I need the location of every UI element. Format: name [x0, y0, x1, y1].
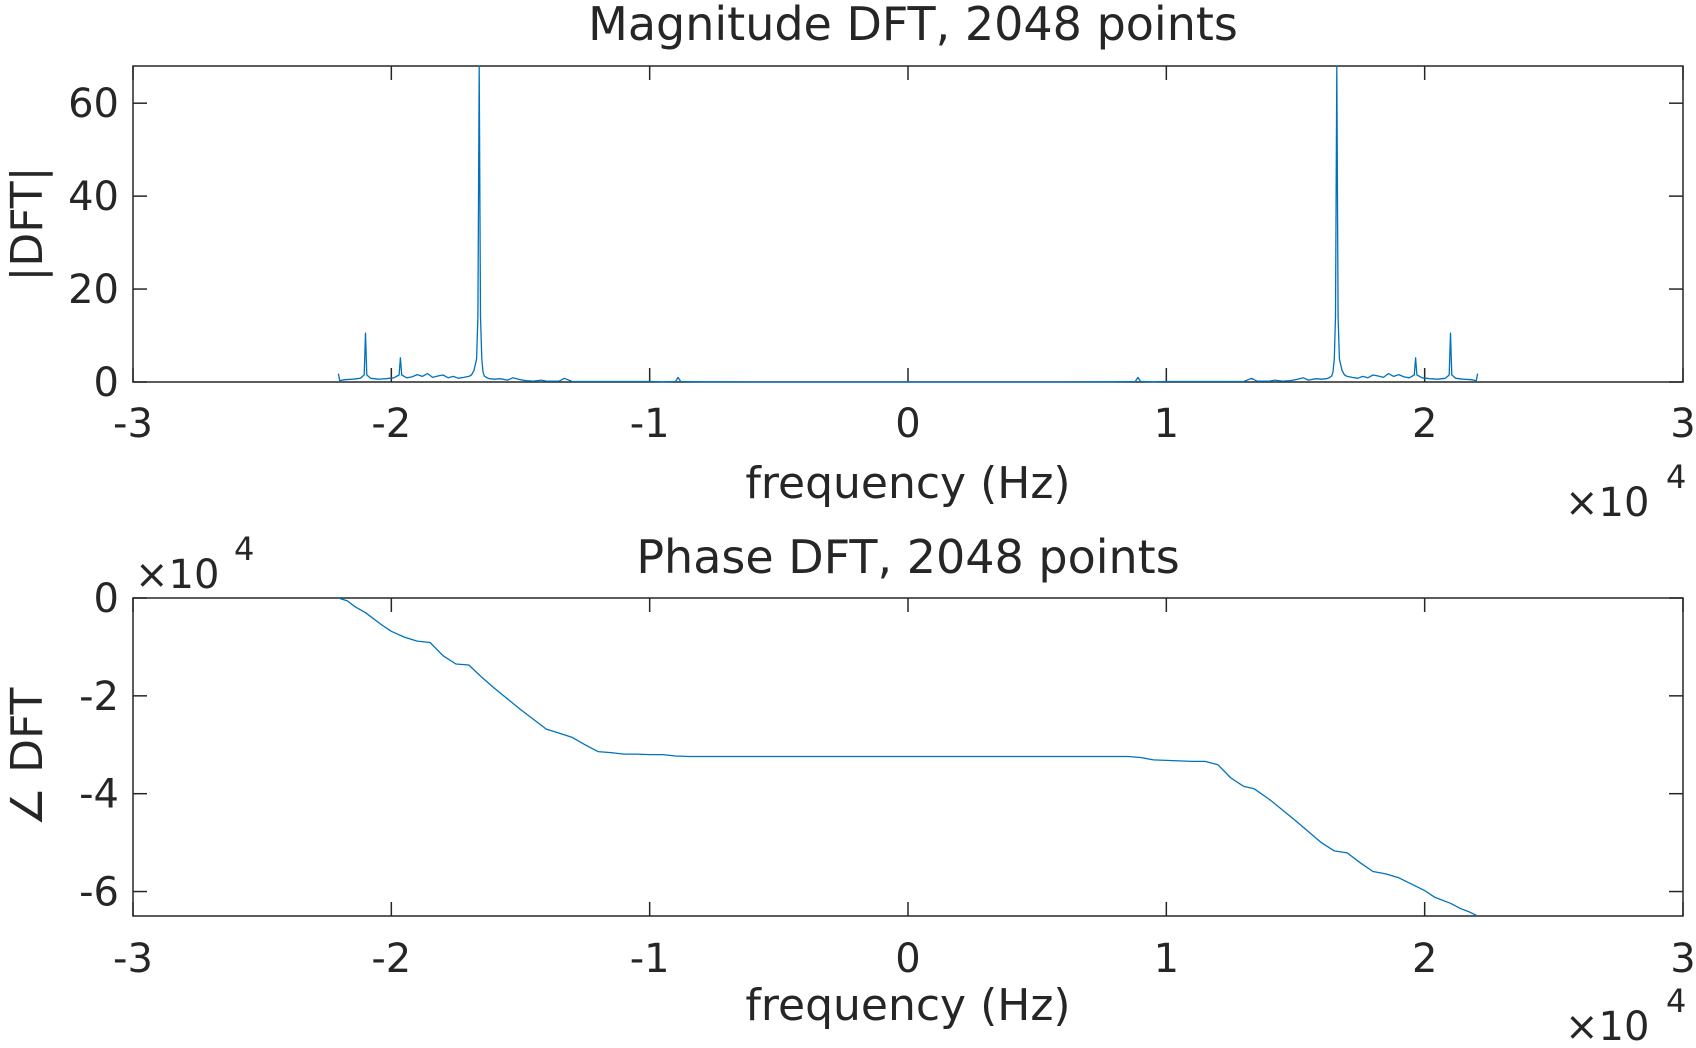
magnitude-x-exponent-base: ×10 — [1565, 480, 1649, 526]
phase-y-ticks: 0 -2 -4 -6 — [79, 576, 1683, 916]
magnitude-x-exponent: ×10 4 — [1565, 458, 1686, 526]
phase-y-tick-label: 0 — [94, 576, 119, 622]
phase-x-exponent-power: 4 — [1666, 982, 1686, 1020]
phase-y-tick-label: -6 — [79, 870, 119, 916]
phase-y-exponent-power: 4 — [234, 530, 254, 568]
magnitude-x-tick-label: 3 — [1670, 401, 1695, 447]
phase-y-axis-label: ∠ DFT — [2, 688, 53, 827]
phase-x-tick-label: -1 — [630, 936, 670, 982]
magnitude-series-line — [337, 65, 1479, 383]
phase-x-tick-label: 1 — [1154, 936, 1179, 982]
magnitude-y-tick-label: 20 — [68, 267, 119, 313]
phase-x-axis-label: frequency (Hz) — [745, 980, 1070, 1031]
magnitude-x-tick-label: -3 — [113, 401, 153, 447]
phase-y-tick-label: -4 — [79, 772, 119, 818]
magnitude-y-tick-label: 0 — [94, 360, 119, 406]
magnitude-x-tick-label: 0 — [895, 401, 920, 447]
phase-y-tick-label: -2 — [79, 674, 119, 720]
phase-y-exponent: ×10 4 — [135, 530, 254, 598]
magnitude-x-axis-label: frequency (Hz) — [745, 458, 1070, 509]
magnitude-title: Magnitude DFT, 2048 points — [588, 0, 1238, 51]
magnitude-x-exponent-power: 4 — [1666, 458, 1686, 496]
phase-x-tick-label: 3 — [1670, 936, 1695, 982]
phase-x-exponent-base: ×10 — [1565, 1004, 1649, 1048]
phase-subplot: Phase DFT, 2048 points ×10 4 -3 -2 -1 0 1 2 3 … — [2, 530, 1696, 1048]
magnitude-y-axis-label: |DFT| — [2, 167, 53, 282]
phase-y-exponent-base: ×10 — [135, 552, 219, 598]
magnitude-y-tick-label: 60 — [68, 81, 119, 127]
phase-x-tick-label: 0 — [895, 936, 920, 982]
magnitude-x-tick-label: -2 — [371, 401, 411, 447]
phase-x-tick-label: -3 — [113, 936, 153, 982]
magnitude-y-ticks: 0 20 40 60 — [68, 81, 1683, 406]
magnitude-y-tick-label: 40 — [68, 174, 119, 220]
phase-x-ticks: -3 -2 -1 0 1 2 3 — [113, 598, 1696, 982]
phase-x-exponent: ×10 4 — [1565, 982, 1686, 1048]
magnitude-x-tick-label: -1 — [630, 401, 670, 447]
phase-title: Phase DFT, 2048 points — [636, 530, 1179, 584]
phase-x-tick-label: 2 — [1412, 936, 1437, 982]
magnitude-x-tick-label: 1 — [1154, 401, 1179, 447]
phase-x-tick-label: -2 — [371, 936, 411, 982]
magnitude-subplot: Magnitude DFT, 2048 points -3 -2 -1 0 1 2 3 0 2… — [2, 0, 1696, 526]
phase-series-line — [338, 597, 1478, 917]
magnitude-x-tick-label: 2 — [1412, 401, 1437, 447]
magnitude-x-ticks: -3 -2 -1 0 1 2 3 — [113, 66, 1696, 447]
